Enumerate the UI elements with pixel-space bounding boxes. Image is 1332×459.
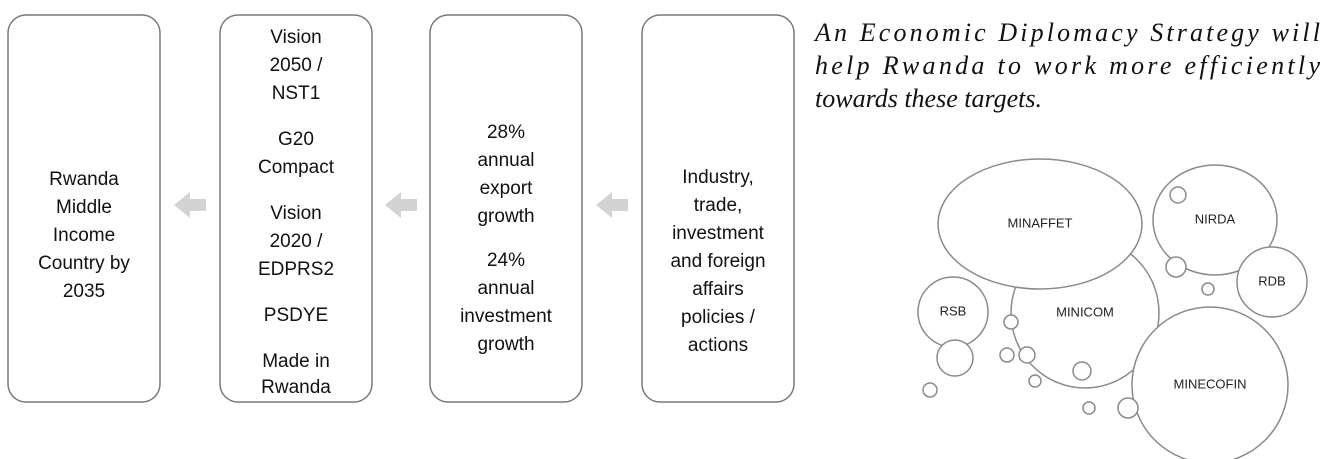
box-text: Made in bbox=[262, 351, 330, 372]
note-text: help Rwanda to work more efficiently bbox=[815, 51, 1320, 80]
box bbox=[641, 14, 795, 403]
dot bbox=[936, 339, 974, 377]
box-text: Vision bbox=[270, 203, 321, 224]
box-text: growth bbox=[477, 334, 534, 355]
box-text: Country by bbox=[38, 253, 130, 274]
box-text: Rwanda bbox=[49, 169, 119, 190]
arrow bbox=[596, 192, 628, 218]
dot bbox=[1028, 374, 1042, 388]
box-text: annual bbox=[477, 150, 534, 171]
box-text: affairs bbox=[692, 279, 743, 300]
dot bbox=[999, 347, 1015, 363]
dot bbox=[1082, 401, 1096, 415]
bubble bbox=[1236, 246, 1308, 318]
box-text: 28% bbox=[487, 122, 525, 143]
box-text: PSDYE bbox=[264, 305, 328, 326]
box-text: Industry, bbox=[682, 167, 753, 188]
box-text: 2020 / bbox=[270, 231, 324, 252]
dot bbox=[1117, 397, 1139, 419]
bubble-label: NIRDA bbox=[1195, 211, 1236, 226]
box-text: 24% bbox=[487, 250, 525, 271]
arrow bbox=[385, 192, 417, 218]
dot bbox=[1169, 186, 1187, 204]
bubble-label: RDB bbox=[1258, 273, 1285, 288]
box-text: export bbox=[480, 178, 534, 199]
dot bbox=[1003, 314, 1019, 330]
box-text: EDPRS2 bbox=[258, 259, 334, 280]
box-text: Middle bbox=[56, 197, 112, 218]
bubble bbox=[1131, 306, 1289, 459]
box-text: G20 bbox=[278, 129, 314, 150]
box-text: NST1 bbox=[272, 83, 321, 104]
box-text: investment bbox=[672, 223, 765, 244]
box bbox=[219, 14, 373, 403]
bubble-label: MINICOM bbox=[1056, 304, 1114, 319]
box-text: Rwanda bbox=[261, 377, 331, 398]
box-text: and foreign bbox=[670, 251, 765, 272]
box-text: investment bbox=[460, 306, 553, 327]
bubble-label: RSB bbox=[940, 303, 967, 318]
bubble-label: MINECOFIN bbox=[1174, 376, 1247, 391]
dot bbox=[1018, 346, 1036, 364]
box-text: actions bbox=[688, 335, 748, 356]
box bbox=[429, 14, 583, 403]
box bbox=[7, 14, 161, 403]
arrow bbox=[174, 192, 206, 218]
dot bbox=[1165, 256, 1187, 278]
box-text: annual bbox=[477, 278, 534, 299]
box-text: policies / bbox=[681, 307, 756, 328]
box-text: Compact bbox=[258, 157, 335, 178]
dot bbox=[1201, 282, 1215, 296]
bubble bbox=[937, 158, 1143, 290]
bubble-label: MINAFFET bbox=[1008, 215, 1073, 230]
box-text: 2050 / bbox=[270, 55, 324, 76]
note-text: towards these targets. bbox=[815, 84, 1042, 113]
bubbles bbox=[917, 158, 1308, 459]
box-text: Income bbox=[53, 225, 115, 246]
dot bbox=[1072, 361, 1092, 381]
box-text: 2035 bbox=[63, 281, 105, 302]
box-text: Vision bbox=[270, 27, 321, 48]
box-text: growth bbox=[477, 206, 534, 227]
dot bbox=[922, 382, 938, 398]
note-text: An Economic Diplomacy Strategy will bbox=[813, 18, 1320, 47]
box-text: trade, bbox=[694, 195, 743, 216]
